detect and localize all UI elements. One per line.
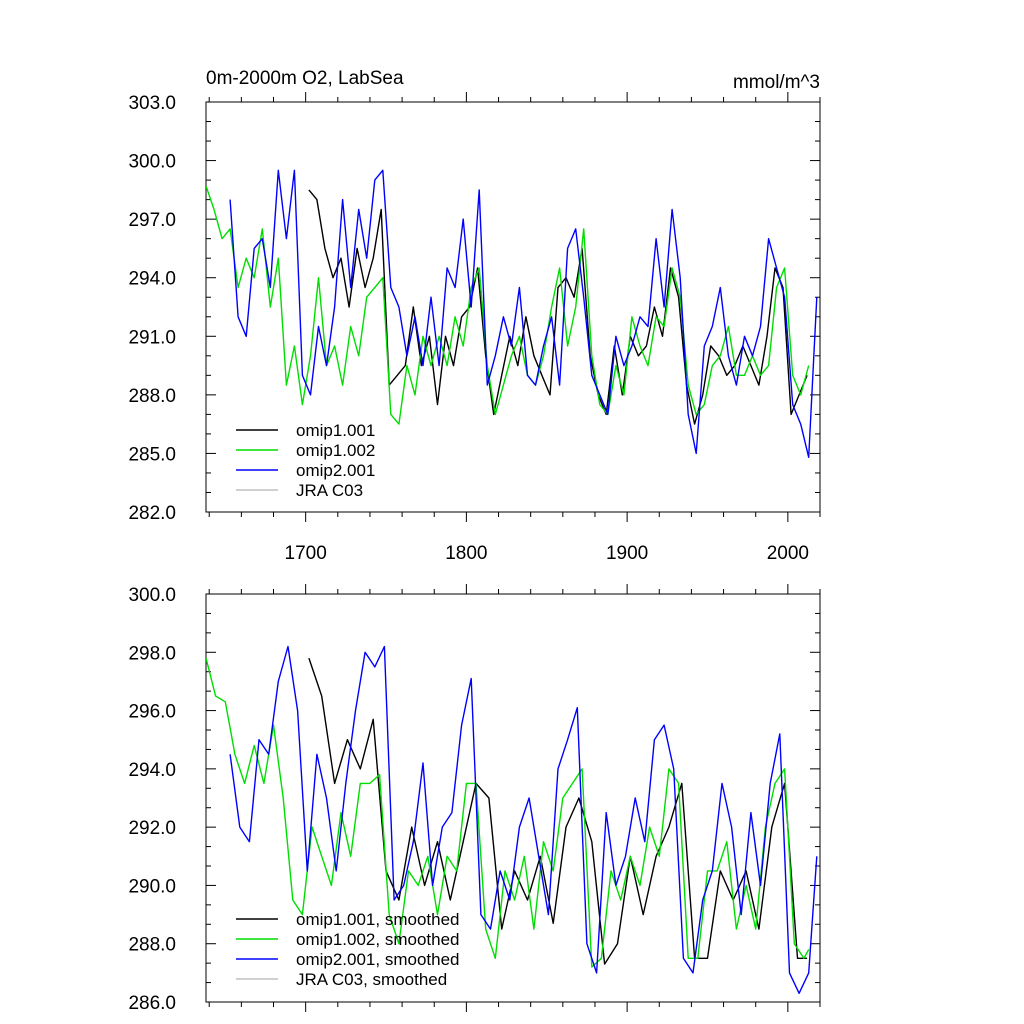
chart-panel-2: 286.0 288.0 290.0 292.0 294.0 296.0 298.0 300.0…: [128, 584, 821, 1014]
legend-label: omip1.001: [296, 421, 375, 440]
legend-label: omip2.001: [296, 461, 375, 480]
y-tick-label: 300.0: [128, 585, 176, 606]
y-tick-label: 288.0: [128, 935, 176, 956]
y-tick-label: 303.0: [128, 93, 176, 114]
series-group: [206, 645, 818, 994]
y-tick-label: 290.0: [128, 876, 176, 897]
legend-label: JRA C03: [296, 481, 363, 500]
series-line-omip2-001-smoothed: [229, 645, 818, 994]
x-tick-label: 2000: [767, 543, 809, 564]
y-tick-label: 300.0: [128, 152, 176, 173]
plot-frame: [205, 593, 821, 1003]
y-tick-label: 286.0: [128, 993, 176, 1014]
y-tick-label: 296.0: [128, 702, 176, 723]
series-line-omip1-001-smoothed: [308, 657, 808, 965]
legend-label: omip2.001, smoothed: [296, 950, 460, 969]
y-tick-label: 294.0: [128, 269, 176, 290]
series-group: [206, 169, 818, 458]
legend-label: JRA C03, smoothed: [296, 970, 447, 989]
x-tick-label: 1700: [285, 543, 327, 564]
legend-label: omip1.002: [296, 441, 375, 460]
series-line-omip1-001: [308, 189, 808, 425]
y-tick-label: 288.0: [128, 386, 176, 407]
series-line-omip1-002: [206, 185, 810, 425]
y-tick-label: 282.0: [128, 503, 176, 524]
legend-label: omip1.002, smoothed: [296, 930, 460, 949]
chart-panel-1: 282.0 285.0 288.0 291.0 294.0 297.0 300.0 303.0…: [128, 68, 821, 564]
y-tick-label: 291.0: [128, 327, 176, 348]
chart-title: 0m-2000m O2, LabSea: [206, 68, 404, 89]
x-tick-label: 1800: [445, 543, 487, 564]
x-tick-label: 1900: [606, 543, 648, 564]
units-label: mmol/m^3: [733, 72, 820, 93]
plot-frame: [205, 101, 821, 513]
legend-label: omip1.001, smoothed: [296, 910, 460, 929]
y-tick-label: 294.0: [128, 760, 176, 781]
y-tick-label: 292.0: [128, 818, 176, 839]
y-tick-label: 298.0: [128, 643, 176, 664]
y-tick-label: 297.0: [128, 210, 176, 231]
series-line-omip2-001: [229, 169, 818, 458]
y-tick-label: 285.0: [128, 444, 176, 465]
